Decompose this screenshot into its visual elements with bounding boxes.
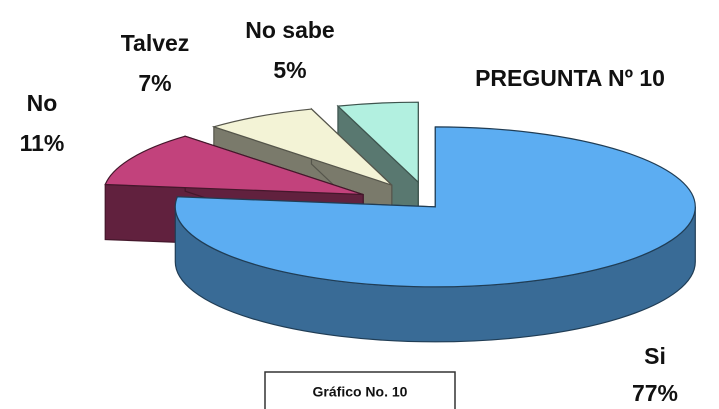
slice-label: Talvez [121,30,190,56]
slice-label: No sabe [245,17,334,43]
pie [104,101,696,343]
value-label: 5% [273,57,306,83]
slice [174,126,696,288]
slice-label: Si [644,343,666,369]
slice [211,108,393,186]
slice-label: No [27,90,58,116]
value-label: 77% [632,380,678,406]
slice [104,135,364,196]
caption-box [264,371,456,409]
chart-title: PREGUNTA Nº 10 [475,65,665,91]
value-label: 7% [138,70,171,96]
caption: Gráfico No. 10 [313,384,408,400]
slice [336,101,419,184]
value-label: 11% [20,130,65,156]
